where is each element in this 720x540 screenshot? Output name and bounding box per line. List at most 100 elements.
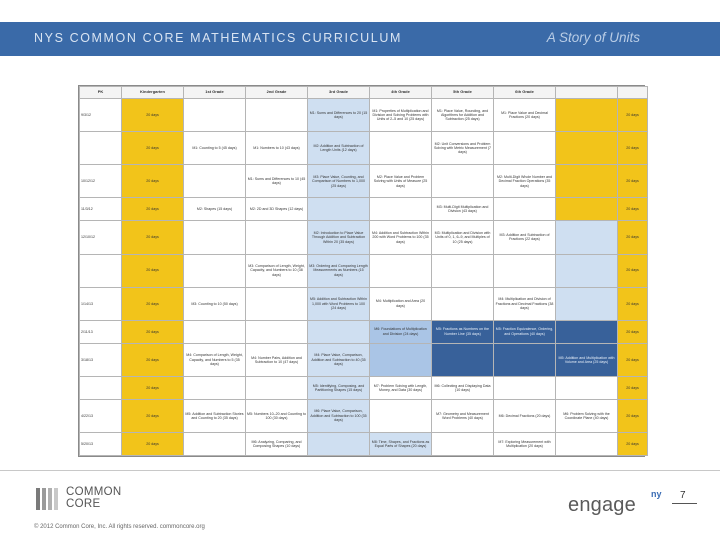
engage-logo: engage (568, 494, 636, 516)
module-cell (369, 398, 432, 433)
module-cell: M3: Ordering and Comparing Length Measur… (307, 253, 370, 288)
table-row: 9/3/12 20 days M1: Sums and Differences … (79, 97, 648, 133)
module-cell (555, 220, 618, 255)
module-cell: M5: Numbers 10–20 and Counting to 100 (3… (245, 398, 308, 433)
week-cell: 20 days (121, 286, 184, 321)
bars-icon (36, 488, 62, 510)
module-cell (183, 220, 246, 255)
date-cell: 3/18/13 (79, 342, 122, 377)
module-cell: M4: Number Pairs, Addition and Subtracti… (245, 342, 308, 377)
module-cell: M4: Comparison of Length, Weight, Capaci… (183, 342, 246, 377)
page-number: 7 (680, 490, 686, 501)
week-cell: 20 days (121, 164, 184, 199)
date-cell (79, 253, 122, 288)
date-cell: 5/20/13 (79, 431, 122, 457)
column-header: 1st Grade (183, 86, 246, 99)
module-cell (493, 131, 556, 166)
week-cell: 20 days (617, 286, 648, 321)
module-cell (245, 286, 308, 321)
common-core-logo: COMMON CORE (36, 486, 136, 520)
module-cell: M1: Place Value, Rounding, and Algorithm… (431, 97, 494, 133)
module-cell: M5: Fractions as Numbers on the Number L… (431, 319, 494, 344)
module-cell (431, 342, 494, 377)
module-cell: M2: Addition and Subtraction of Length U… (307, 131, 370, 166)
logo-line: CORE (66, 498, 101, 510)
table-row: 4/22/13 20 days M5: Addition and Subtrac… (79, 398, 648, 433)
module-cell (493, 197, 556, 222)
table-row: 1/14/13 20 days M3: Counting to 10 (50 d… (79, 286, 648, 321)
header-subtitle: A Story of Units (546, 30, 640, 45)
module-cell: M1: Numbers to 10 (43 days) (245, 131, 308, 166)
module-cell (369, 197, 432, 222)
module-cell: M7: Problem Solving with Length, Money, … (369, 375, 432, 400)
module-cell (245, 220, 308, 255)
module-cell (431, 431, 494, 457)
module-cell (493, 253, 556, 288)
week-cell: 20 days (617, 164, 648, 199)
week-cell: 20 days (617, 431, 648, 457)
column-header (555, 86, 618, 99)
header: NYS COMMON CORE MATHEMATICS CURRICULUM A… (0, 0, 720, 78)
week-cell: 20 days (121, 131, 184, 166)
module-cell (555, 131, 618, 166)
module-cell: M3: Addition and Subtraction of Fraction… (493, 220, 556, 255)
module-cell (555, 319, 618, 344)
module-cell: M1: Counting to 5 (45 days) (183, 131, 246, 166)
week-cell: 20 days (121, 398, 184, 433)
engage-logo-superscript: ny (651, 489, 662, 499)
curriculum-map-table: PK Kindergarten 1st Grade 2nd Grade 3rd … (78, 85, 648, 457)
week-cell: 20 days (121, 97, 184, 133)
module-cell: M6: Decimal Fractions (20 days) (493, 398, 556, 433)
column-header (617, 86, 648, 99)
module-cell: M1: Place Value and Decimal Fractions (2… (493, 97, 556, 133)
module-cell: M4: Place Value, Comparison, Addition an… (307, 342, 370, 377)
module-cell (431, 164, 494, 199)
module-cell: M3: Comparison of Length, Weight, Capaci… (245, 253, 308, 288)
module-cell (555, 253, 618, 288)
module-cell: M4: Multiplication and Division of Fract… (493, 286, 556, 321)
week-cell: 20 days (617, 97, 648, 133)
module-cell (183, 319, 246, 344)
module-cell (369, 253, 432, 288)
module-cell: M7: Geometry and Measurement Word Proble… (431, 398, 494, 433)
week-cell: 20 days (617, 375, 648, 400)
module-cell: M5: Addition and Subtraction Stories and… (183, 398, 246, 433)
column-header: 3rd Grade (307, 86, 370, 99)
week-cell: 20 days (121, 375, 184, 400)
module-cell: M6: Problem Solving with the Coordinate … (555, 398, 618, 433)
header-bar (0, 22, 720, 56)
footer-divider (0, 470, 720, 471)
page-number-rule (672, 503, 697, 504)
module-cell (555, 97, 618, 133)
module-cell (555, 375, 618, 400)
date-cell: 12/10/12 (79, 220, 122, 255)
column-header: Kindergarten (121, 86, 184, 99)
module-cell (307, 319, 370, 344)
date-cell: 10/12/12 (79, 164, 122, 199)
module-cell (183, 164, 246, 199)
table-row: 5/20/13 20 days M6: Analyzing, Comparing… (79, 431, 648, 457)
week-cell: 20 days (617, 131, 648, 166)
column-header: 5th Grade (431, 86, 494, 99)
module-cell (183, 431, 246, 457)
table-row: 20 days M5: Identifying, Composing, and … (79, 375, 648, 400)
column-header: 6th Grade (493, 86, 556, 99)
module-cell: M2: Introduction to Place Value Through … (307, 220, 370, 255)
module-cell (307, 431, 370, 457)
week-cell: 20 days (121, 431, 184, 457)
module-cell: M2: Multi-Digit Whole Number and Decimal… (493, 164, 556, 199)
week-cell: 20 days (121, 197, 184, 222)
column-header: 4th Grade (369, 86, 432, 99)
module-cell (245, 97, 308, 133)
week-cell: 20 days (617, 398, 648, 433)
module-cell (183, 375, 246, 400)
module-cell: M5: Identifying, Composing, and Partitio… (307, 375, 370, 400)
week-cell: 20 days (121, 220, 184, 255)
date-cell: 4/22/13 (79, 398, 122, 433)
table-header-row: PK Kindergarten 1st Grade 2nd Grade 3rd … (79, 86, 648, 99)
table-row: 3/18/13 20 days M4: Comparison of Length… (79, 342, 648, 377)
date-cell: 9/3/12 (79, 97, 122, 133)
module-cell: M2: Shapes (15 days) (183, 197, 246, 222)
module-cell: M3: Multiplication and Division with Uni… (431, 220, 494, 255)
module-cell: M7: Exploring Measurement with Multiplic… (493, 431, 556, 457)
